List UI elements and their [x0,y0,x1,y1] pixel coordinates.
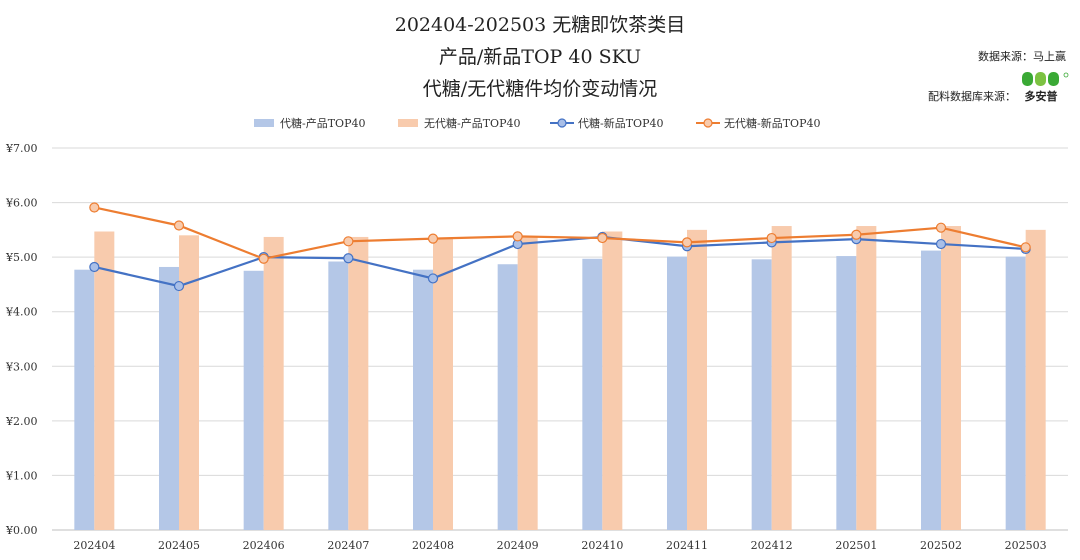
legend-marker [557,118,567,128]
y-tick-label: ¥0.00 [5,524,38,537]
bar-no-sugar-substitute [517,236,538,531]
bar-no-sugar-substitute [179,235,199,531]
duoanpu-logo: 多安普 [1022,72,1069,103]
bar-sugar-substitute [74,269,95,530]
bar-sugar-substitute [582,258,603,530]
line-point [89,202,100,213]
x-tick-label: 202408 [412,539,454,552]
legend-label: 代糖-产品TOP40 [280,116,365,130]
line-point [173,280,185,292]
line-point [935,222,947,233]
bar-no-sugar-substitute [1025,229,1046,530]
series-line-1 [94,206,1026,260]
line-point [427,233,439,244]
bar-no-sugar-substitute [263,236,284,531]
bar-sugar-substitute [328,261,349,530]
x-tick-label: 202503 [1005,539,1047,552]
bar-sugar-substitute [1005,256,1026,530]
bar-sugar-substitute [667,256,687,530]
chart-title-line-3: 代糖/无代糖件均价变动情况 [422,78,658,100]
line-point [173,220,185,231]
gridlines [52,147,1068,531]
line-point [851,229,862,240]
bar-sugar-substitute [921,250,941,530]
chart-title-line-2: 产品/新品TOP 40 SKU [438,46,642,68]
x-tick-label: 202406 [243,539,285,552]
chart-title-line-1: 202404-202503 无糖即饮茶类目 [394,14,686,36]
y-tick-label: ¥4.00 [5,306,38,319]
x-tick-label: 202411 [666,539,708,552]
x-tick-label: 202409 [497,539,539,552]
bar-sugar-substitute [243,270,264,530]
line-point [1020,242,1031,253]
y-tick-label: ¥2.00 [5,415,38,428]
legend-swatch [398,119,418,127]
legend-marker [703,118,713,128]
data-source-label: 数据来源：马上赢 [978,50,1066,63]
price-chart: 代糖-产品TOP40 无代糖-产品TOP40 代糖-新品TOP40 无代糖-新品TOP… [5,116,1068,552]
bar-sugar-substitute [497,264,518,530]
x-tick-label: 202410 [581,539,623,552]
bar-sugar-substitute [159,266,179,530]
y-tick-label: ¥7.00 [5,142,38,155]
y-tick-label: ¥5.00 [5,251,38,264]
bar-no-sugar-substitute [941,226,961,530]
line-point [597,232,608,244]
line-point [766,232,777,244]
line-point [512,231,523,242]
line-point [427,273,439,284]
x-tick-label: 202407 [327,539,369,552]
line-point [89,261,100,273]
y-tick-label: ¥3.00 [5,360,38,373]
x-tick-label: 202502 [920,539,962,552]
svg-text:多安普: 多安普 [1025,89,1058,103]
x-axis: 202404 202405 202406 202407 202408 202409 2024… [73,539,1046,552]
bar-sugar-substitute [836,256,857,530]
legend-label: 无代糖-产品TOP40 [424,116,520,130]
bar-no-sugar-substitute [687,229,707,530]
line-series [89,202,1031,292]
x-tick-label: 202501 [835,539,877,552]
line-point [343,236,354,247]
line-point [343,253,354,264]
legend-swatch [254,119,274,127]
bar-no-sugar-substitute [348,236,369,531]
line-point [681,237,693,248]
line-point [935,238,947,250]
bar-sugar-substitute [413,269,433,530]
bar-no-sugar-substitute [94,231,115,530]
legend-label: 代糖-新品TOP40 [578,116,663,130]
x-tick-label: 202405 [158,539,200,552]
bar-no-sugar-substitute [771,226,792,530]
chart-legend: 代糖-产品TOP40 无代糖-产品TOP40 代糖-新品TOP40 无代糖-新品TOP… [254,116,820,130]
series-line-0 [94,235,1026,288]
y-axis: ¥0.00 ¥1.00 ¥2.00 ¥3.00 ¥4.00 ¥5.00 ¥6.00 ¥7.00 [5,142,38,537]
bar-no-sugar-substitute [433,238,453,531]
legend-label: 无代糖-新品TOP40 [724,116,820,130]
bar-sugar-substitute [751,259,772,530]
line-point [258,253,269,264]
ingredient-source-label: 配料数据库来源： [928,90,1016,103]
y-tick-label: ¥1.00 [5,469,38,482]
bar-no-sugar-substitute [856,226,877,530]
y-tick-label: ¥6.00 [5,197,38,210]
x-tick-label: 202412 [751,539,793,552]
x-tick-label: 202404 [73,539,115,552]
bar-no-sugar-substitute [602,231,623,530]
bar-series [74,226,1046,531]
